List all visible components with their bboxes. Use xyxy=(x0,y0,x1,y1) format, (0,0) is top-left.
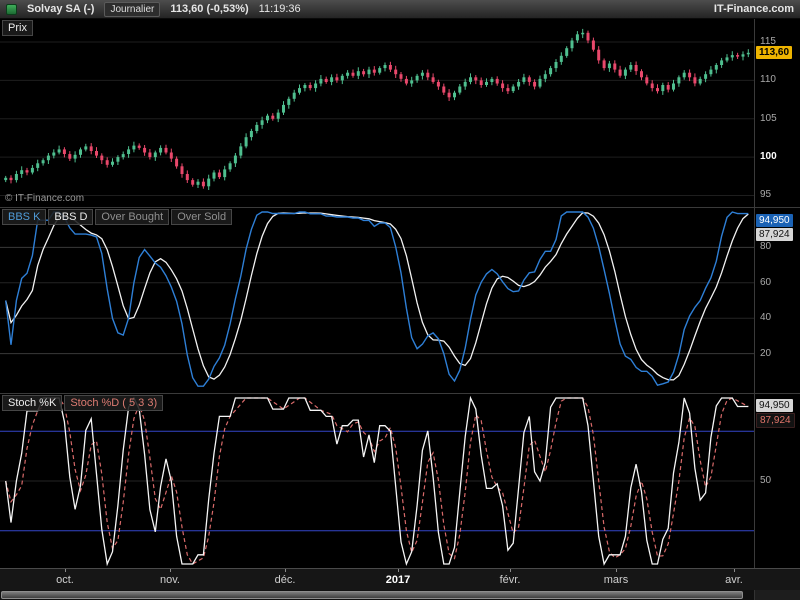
timeframe-selector[interactable]: Journalier xyxy=(104,1,161,17)
bbs-axis-label: 20 xyxy=(760,348,772,359)
bbs-axis-label: 60 xyxy=(760,277,772,288)
time-axis-label-year: 2017 xyxy=(385,574,411,586)
app-logo-icon xyxy=(6,3,17,15)
time-tick-mark xyxy=(285,569,286,572)
price-panel[interactable]: Prix © IT-Finance.com 115 110 105 100 95… xyxy=(0,19,800,207)
symbol-title: Solvay SA (-) xyxy=(27,3,95,15)
price-axis-label: 100 xyxy=(760,151,777,162)
tab-over-sold[interactable]: Over Sold xyxy=(171,209,233,225)
time-axis-label: févr. xyxy=(499,574,521,586)
stoch-d-value-badge: 87,924 xyxy=(756,413,795,428)
last-quote-text: 113,60 (-0,53%) xyxy=(170,3,249,15)
time-axis-label: nov. xyxy=(160,574,180,586)
tab-over-bought[interactable]: Over Bought xyxy=(95,209,170,225)
tab-bbs-d[interactable]: BBS D xyxy=(48,209,94,225)
price-chart-canvas[interactable] xyxy=(0,19,754,207)
tab-prix[interactable]: Prix xyxy=(2,20,33,36)
time-tick-mark xyxy=(616,569,617,572)
tab-bbs-k[interactable]: BBS K xyxy=(2,209,47,225)
price-axis: 115 110 105 100 95 113,60 xyxy=(754,19,800,207)
copyright-watermark: © IT-Finance.com xyxy=(5,193,85,204)
time-axis-label: déc. xyxy=(274,574,296,586)
price-axis-label: 95 xyxy=(760,189,772,200)
time-axis-label: mars xyxy=(603,574,629,586)
bbs-indicator-panel[interactable]: BBS K BBS D Over Bought Over Sold 94,950… xyxy=(0,207,800,393)
clock-text: 11:19:36 xyxy=(258,3,301,15)
time-axis-label: avr. xyxy=(725,574,743,586)
horizontal-scrollbar[interactable] xyxy=(0,590,800,600)
price-axis-label: 110 xyxy=(760,74,776,85)
stoch-axis-label: 50 xyxy=(760,475,772,486)
brand-text[interactable]: IT-Finance.com xyxy=(713,3,794,15)
bbs-d-value-badge: 87,924 xyxy=(756,228,793,241)
bbs-chart-canvas[interactable] xyxy=(0,208,754,393)
stoch-axis: 94,950 87,924 50 xyxy=(754,394,800,568)
tab-stoch-k[interactable]: Stoch %K xyxy=(2,395,63,411)
time-tick-mark xyxy=(170,569,171,572)
time-tick-mark xyxy=(398,569,399,572)
last-price-badge: 113,60 xyxy=(756,46,793,59)
bbs-axis: 94,950 87,924 80 60 40 20 xyxy=(754,208,800,393)
price-axis-label: 105 xyxy=(760,113,777,124)
stoch-chart-canvas[interactable] xyxy=(0,394,754,568)
price-axis-label: 115 xyxy=(760,36,776,47)
time-tick-mark xyxy=(734,569,735,572)
stoch-k-value-badge: 94,950 xyxy=(756,399,793,412)
header-bar: Solvay SA (-) Journalier 113,60 (-0,53%)… xyxy=(0,0,800,19)
time-axis: oct. nov. déc. 2017 févr. mars avr. xyxy=(0,568,800,590)
stochastic-panel[interactable]: Stoch %K Stoch %D ( 5 3 3) 94,950 87,924… xyxy=(0,393,800,568)
h-scrollbar-thumb[interactable] xyxy=(1,591,743,599)
time-axis-label: oct. xyxy=(56,574,74,586)
bbs-axis-label: 40 xyxy=(760,312,772,323)
scrollbar-corner xyxy=(754,590,800,600)
time-tick-mark xyxy=(65,569,66,572)
tab-stoch-d[interactable]: Stoch %D ( 5 3 3) xyxy=(64,395,164,411)
bbs-axis-label: 80 xyxy=(760,241,772,252)
time-tick-mark xyxy=(510,569,511,572)
bbs-k-value-badge: 94,950 xyxy=(756,214,793,227)
